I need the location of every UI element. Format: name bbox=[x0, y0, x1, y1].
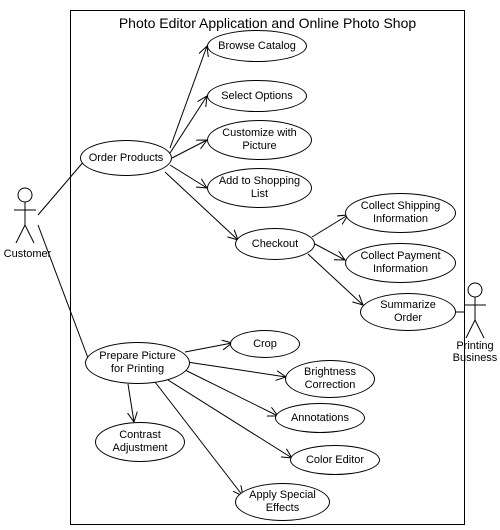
usecase-browse-catalog: Browse Catalog bbox=[207, 30, 307, 62]
diagram-canvas: Photo Editor Application and Online Phot… bbox=[0, 0, 500, 530]
usecase-summarize: SummarizeOrder bbox=[360, 293, 456, 331]
usecase-special-fx: Apply SpecialEffects bbox=[235, 483, 330, 521]
actor-customer-icon bbox=[14, 188, 36, 243]
usecase-contrast: ContrastAdjustment bbox=[95, 422, 185, 462]
usecase-checkout: Checkout bbox=[235, 228, 315, 260]
usecase-order-products: Order Products bbox=[80, 140, 172, 176]
actor-printing-label: PrintingBusiness bbox=[450, 340, 500, 364]
usecase-annotations: Annotations bbox=[275, 403, 365, 433]
diagram-title: Photo Editor Application and Online Phot… bbox=[71, 15, 464, 31]
actor-printing-icon bbox=[464, 283, 486, 338]
actor-customer-label: Customer bbox=[0, 248, 55, 260]
usecase-select-options: Select Options bbox=[207, 80, 307, 112]
usecase-collect-pay: Collect PaymentInformation bbox=[345, 243, 456, 283]
usecase-color-editor: Color Editor bbox=[290, 445, 380, 475]
usecase-prepare: Prepare Picturefor Printing bbox=[85, 342, 190, 384]
usecase-customize: Customize withPicture bbox=[207, 120, 312, 160]
usecase-crop: Crop bbox=[230, 330, 300, 358]
usecase-collect-ship: Collect ShippingInformation bbox=[345, 193, 456, 233]
usecase-brightness: BrightnessCorrection bbox=[285, 360, 375, 398]
usecase-add-list: Add to ShoppingList bbox=[207, 168, 312, 208]
